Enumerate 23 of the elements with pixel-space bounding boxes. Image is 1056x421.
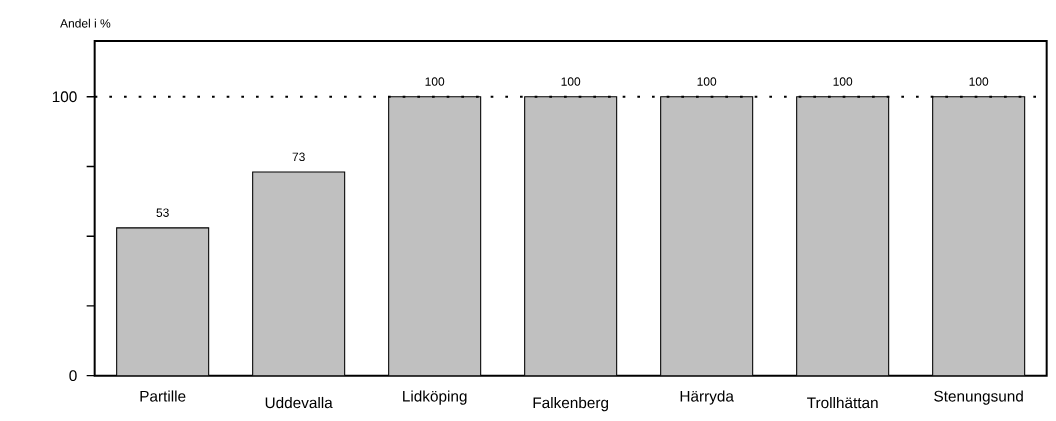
x-tick-label: Falkenberg (533, 396, 609, 412)
x-tick-label: Stenungsund (934, 390, 1023, 405)
bar (388, 96, 482, 376)
bar (932, 96, 1026, 376)
data-label: 100 (561, 77, 581, 86)
x-tick-label: Trollhättan (807, 396, 878, 409)
bar (524, 96, 618, 376)
data-label: 73 (292, 152, 305, 162)
data-label: 100 (425, 77, 445, 86)
bar (252, 172, 345, 376)
x-tick-label: Partille (140, 390, 186, 402)
data-label: 100 (833, 77, 853, 86)
bar (796, 96, 890, 376)
bar (116, 227, 210, 376)
data-label: 100 (969, 77, 989, 86)
x-tick-label: Härryda (680, 390, 734, 405)
y-axis-title: Andel i % (60, 18, 111, 28)
y-tick-label: 0 (69, 370, 77, 382)
x-tick-label: Lidköping (403, 390, 467, 405)
bar (660, 96, 754, 376)
data-label: 100 (697, 77, 717, 86)
x-tick-label: Uddevalla (265, 396, 333, 409)
data-label: 53 (156, 208, 169, 217)
